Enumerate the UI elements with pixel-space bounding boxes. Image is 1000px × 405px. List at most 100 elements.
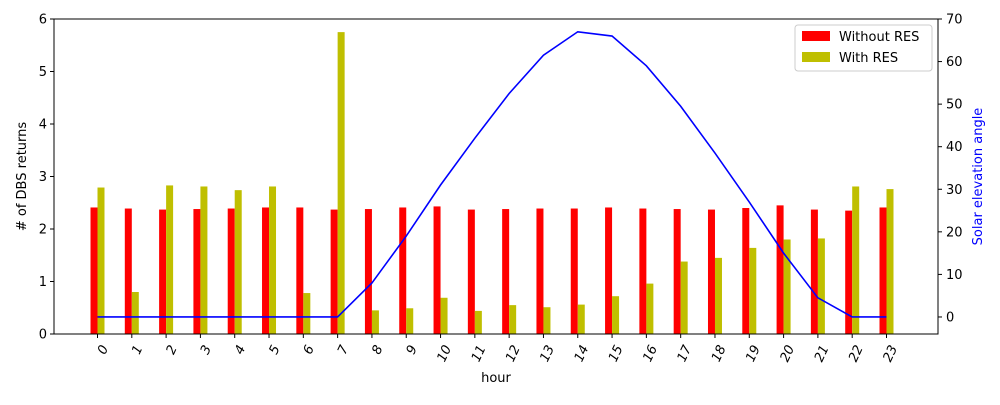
bar-without-res-hour-3 (193, 209, 201, 334)
x-tick-label-4: 4 (232, 343, 249, 357)
legend-swatch-without-res (802, 31, 830, 41)
bar-with-res-hour-5 (269, 186, 277, 334)
left-y-tick-label-4: 4 (39, 118, 47, 133)
bar-with-res-hour-4 (234, 190, 242, 334)
bar-with-res-hour-3 (200, 186, 208, 334)
bar-without-res-hour-22 (845, 210, 853, 334)
bar-with-res-hour-7 (337, 32, 345, 334)
left-y-tick-label-3: 3 (39, 170, 47, 185)
left-y-tick-label-0: 0 (39, 328, 47, 343)
x-tick-label-18: 18 (709, 343, 730, 364)
bar-with-res-hour-14 (577, 304, 585, 334)
bar-with-res-hour-23 (886, 189, 894, 334)
right-y-axis-label: Solar elevation angle (971, 108, 986, 246)
x-axis-label: hour (481, 371, 511, 386)
x-tick-label-13: 13 (537, 343, 558, 364)
left-y-axis: 0 1 2 3 4 5 6 (39, 13, 54, 343)
x-tick-label-12: 12 (503, 343, 524, 364)
bar-without-res-hour-12 (502, 209, 510, 334)
x-tick-label-6: 6 (301, 343, 318, 357)
x-tick-label-20: 20 (778, 343, 799, 364)
legend-label-with-res: With RES (839, 51, 898, 66)
x-tick-label-14: 14 (572, 343, 593, 364)
x-tick-label-16: 16 (640, 343, 661, 364)
bar-with-res-hour-15 (612, 296, 620, 334)
bar-without-res-hour-11 (467, 209, 475, 334)
right-y-tick-label-0: 0 (946, 310, 954, 325)
bar-without-res-hour-17 (673, 209, 681, 334)
bar-without-res-hour-7 (330, 209, 338, 334)
x-tick-label-23: 23 (881, 343, 902, 364)
bar-with-res-hour-21 (817, 238, 825, 334)
bar-without-res-hour-0 (90, 207, 98, 334)
bar-with-res-hour-20 (783, 239, 791, 334)
left-y-tick-label-6: 6 (39, 13, 47, 28)
x-tick-label-10: 10 (435, 343, 456, 364)
x-tick-label-7: 7 (335, 342, 352, 356)
x-tick-label-1: 1 (129, 343, 146, 357)
bar-with-res-hour-11 (474, 310, 482, 334)
left-y-axis-label: # of DBS returns (15, 122, 30, 232)
bar-without-res-hour-15 (605, 207, 613, 334)
left-y-tick-label-2: 2 (39, 223, 47, 238)
plot-area (90, 30, 894, 334)
bar-without-res-hour-9 (399, 207, 407, 334)
bar-with-res-hour-16 (646, 283, 654, 334)
bar-without-res-hour-14 (570, 208, 578, 334)
bar-without-res-hour-19 (742, 208, 750, 334)
x-tick-label-15: 15 (606, 343, 627, 364)
left-y-tick-label-5: 5 (39, 65, 47, 80)
bar-without-res-hour-2 (159, 209, 167, 334)
right-y-tick-label-50: 50 (946, 98, 963, 113)
x-tick-label-11: 11 (469, 343, 490, 364)
bar-with-res-hour-19 (749, 247, 757, 334)
right-y-axis: 0 10 20 30 40 50 60 70 (938, 13, 963, 325)
bar-with-res-hour-1 (131, 292, 139, 334)
x-tick-label-0: 0 (95, 343, 112, 357)
bar-without-res-hour-4 (227, 208, 235, 334)
bar-with-res-hour-18 (714, 257, 722, 334)
bar-without-res-hour-23 (879, 207, 887, 334)
bar-with-res-hour-22 (852, 186, 860, 334)
bar-without-res-hour-10 (433, 206, 441, 334)
x-axis: 0 1 2 3 4 5 6 7 8 9 10 11 12 13 14 15 16 17 18 19 20 21 22 23 (95, 334, 901, 364)
bar-without-res-hour-20 (776, 205, 784, 334)
bar-with-res-hour-10 (440, 297, 448, 334)
bar-without-res-hour-6 (296, 207, 304, 334)
x-tick-label-9: 9 (404, 343, 421, 357)
bar-without-res-hour-13 (536, 208, 544, 334)
right-y-tick-label-70: 70 (946, 13, 963, 28)
bar-with-res-hour-0 (97, 187, 105, 334)
x-tick-label-22: 22 (846, 343, 867, 364)
x-tick-label-17: 17 (675, 342, 696, 364)
bar-with-res-hour-2 (166, 185, 174, 334)
legend-swatch-with-res (802, 52, 830, 62)
bar-without-res-hour-21 (810, 209, 818, 334)
solar-elevation-line (97, 30, 887, 318)
legend-label-without-res: Without RES (839, 30, 919, 45)
x-tick-label-19: 19 (743, 343, 764, 364)
right-y-tick-label-20: 20 (946, 225, 963, 240)
plot-frame (53, 18, 939, 335)
bar-with-res-hour-13 (543, 307, 551, 334)
x-tick-label-5: 5 (267, 343, 284, 357)
bar-with-res-hour-17 (680, 261, 688, 334)
bar-without-res-hour-18 (707, 209, 715, 334)
right-y-tick-label-10: 10 (946, 268, 963, 283)
bar-without-res-hour-8 (364, 209, 372, 334)
bar-with-res-hour-8 (371, 310, 379, 334)
legend: Without RES With RES (794, 24, 933, 72)
x-tick-label-21: 21 (812, 343, 833, 364)
right-y-tick-label-30: 30 (946, 183, 963, 198)
bar-with-res-hour-6 (303, 293, 311, 334)
bar-with-res-hour-12 (509, 305, 517, 334)
bar-without-res-hour-16 (639, 208, 647, 334)
right-y-tick-label-60: 60 (946, 55, 963, 70)
x-tick-label-8: 8 (369, 343, 386, 357)
x-tick-label-3: 3 (198, 343, 215, 357)
left-y-tick-label-1: 1 (39, 275, 47, 290)
right-y-tick-label-40: 40 (946, 140, 963, 155)
bar-with-res-hour-9 (406, 308, 414, 334)
